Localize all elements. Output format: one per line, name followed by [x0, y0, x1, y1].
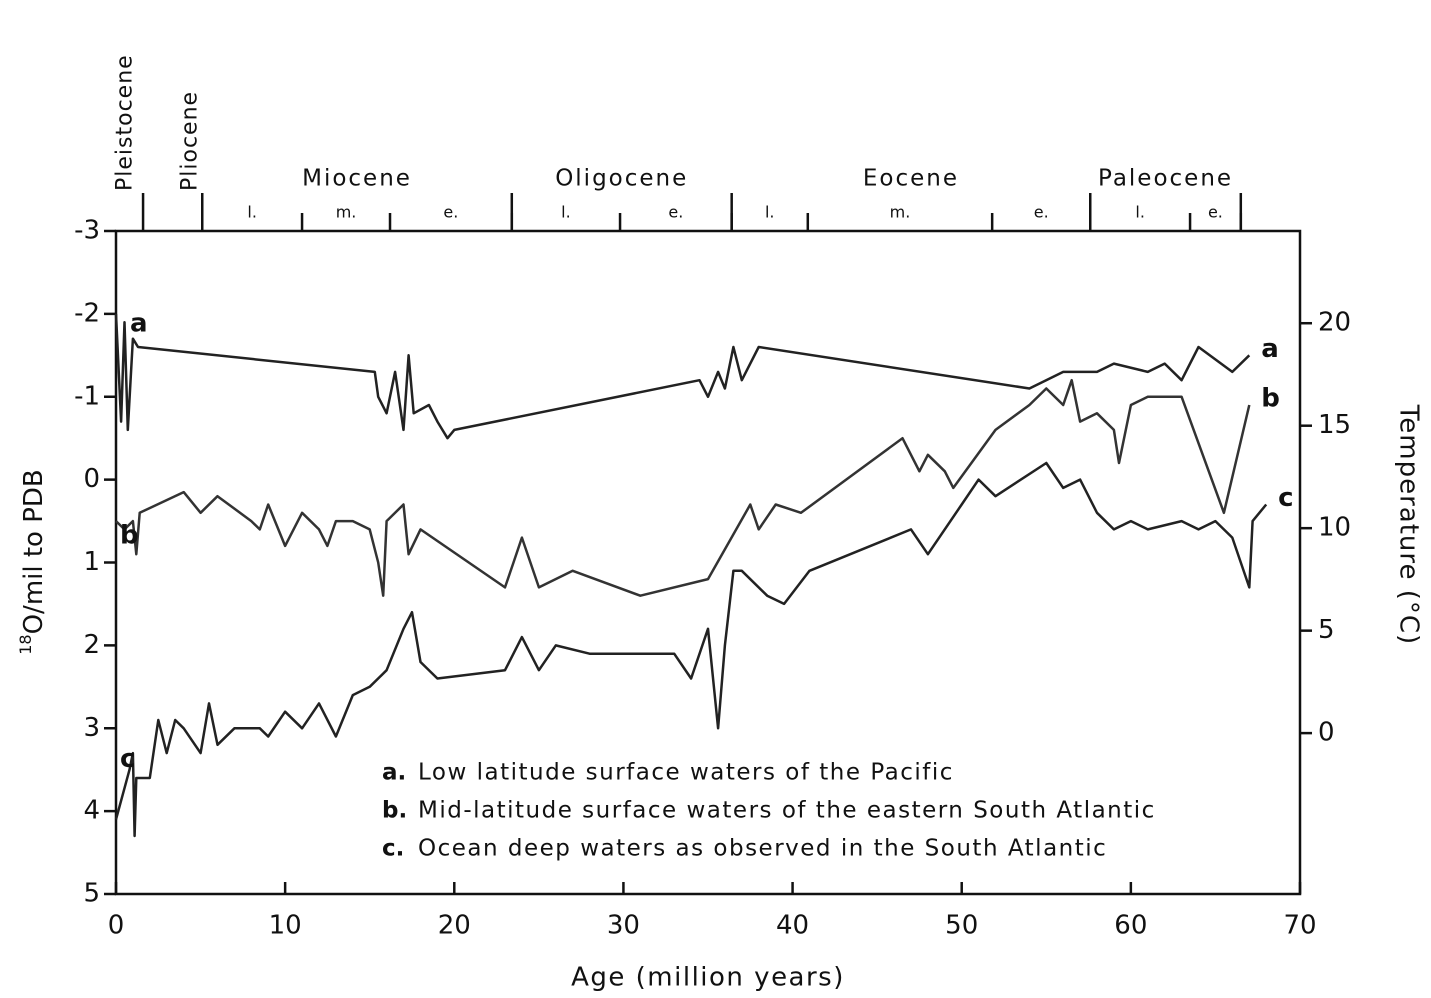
series-end-label: c	[1278, 483, 1293, 513]
y2-tick-label: 15	[1318, 410, 1351, 440]
x-axis-title: Age (million years)	[571, 963, 845, 993]
y-tick-label: -3	[74, 216, 100, 246]
y-tick-label: -1	[74, 381, 100, 411]
y-tick-label: 2	[83, 630, 100, 660]
subdivision-label: l.	[765, 203, 775, 222]
subdivision-label: l.	[561, 203, 571, 222]
x-tick-label: 70	[1283, 911, 1316, 941]
legend-key: b.	[382, 798, 407, 824]
epoch-label: Pliocene	[178, 91, 203, 191]
x-tick-label: 0	[108, 911, 125, 941]
epoch-label: Oligocene	[555, 166, 688, 192]
legend-key: c.	[382, 836, 404, 862]
x-tick-label: 40	[776, 911, 809, 941]
y-tick-label: 1	[83, 547, 100, 577]
series-start-label: a	[130, 308, 148, 338]
legend-label: Ocean deep waters as observed in the Sou…	[418, 836, 1107, 862]
subdivision-label: l.	[247, 203, 257, 222]
subdivision-label: e.	[1034, 203, 1049, 222]
x-tick-label: 10	[269, 911, 302, 941]
subdivision-label: l.	[1135, 203, 1145, 222]
subdivision-label: m.	[336, 203, 357, 222]
plot-frame	[114, 229, 1302, 896]
y-axis-title-text: 18O/mil to PDB	[16, 469, 49, 655]
legend-label: Mid-latitude surface waters of the easte…	[418, 798, 1156, 824]
y2-tick-label: 20	[1318, 308, 1351, 338]
y2-tick-label: 10	[1318, 513, 1351, 543]
y2-tick-label: 0	[1318, 718, 1335, 748]
y-axis-title-main: O/mil to PDB	[19, 469, 49, 634]
legend-key: a.	[382, 760, 406, 786]
y-axis-title: 18O/mil to PDB	[16, 469, 49, 655]
series-end-label: b	[1261, 384, 1280, 414]
x-tick-label: 30	[607, 911, 640, 941]
x-tick-label: 60	[1114, 911, 1147, 941]
x-tick-label: 50	[945, 911, 978, 941]
subdivision-label: e.	[668, 203, 683, 222]
epoch-label-group: Pleistocene	[113, 54, 138, 191]
y-tick-label: 5	[83, 879, 100, 909]
y-tick-label: 4	[83, 796, 100, 826]
y-tick-label: 0	[83, 464, 100, 494]
epoch-label: Pleistocene	[113, 54, 138, 191]
series-line	[115, 378, 1251, 597]
series-end-label: a	[1261, 334, 1279, 364]
subdivision-label: m.	[890, 203, 911, 222]
y-axis-title-sup: 18	[16, 634, 35, 654]
series-line	[114, 313, 1251, 440]
y2-axis-title-text: Temperature (°C)	[1394, 404, 1424, 645]
subdivision-label: e.	[443, 203, 458, 222]
legend-label: Low latitude surface waters of the Pacif…	[418, 760, 954, 786]
series-line	[114, 461, 1268, 838]
series-start-label: b	[120, 521, 139, 551]
epoch-label: Miocene	[302, 166, 412, 192]
epoch-label: Eocene	[863, 166, 959, 192]
y2-tick-label: 5	[1318, 615, 1335, 645]
epoch-label-group: Pliocene	[178, 91, 203, 191]
subdivision-label: e.	[1208, 203, 1223, 222]
series-start-label: c	[120, 744, 135, 774]
epoch-label: Paleocene	[1098, 166, 1233, 192]
y-tick-label: 3	[83, 713, 100, 743]
x-tick-label: 20	[438, 911, 471, 941]
y-tick-label: -2	[74, 298, 100, 328]
y2-axis-title: Temperature (°C)	[1394, 404, 1424, 645]
